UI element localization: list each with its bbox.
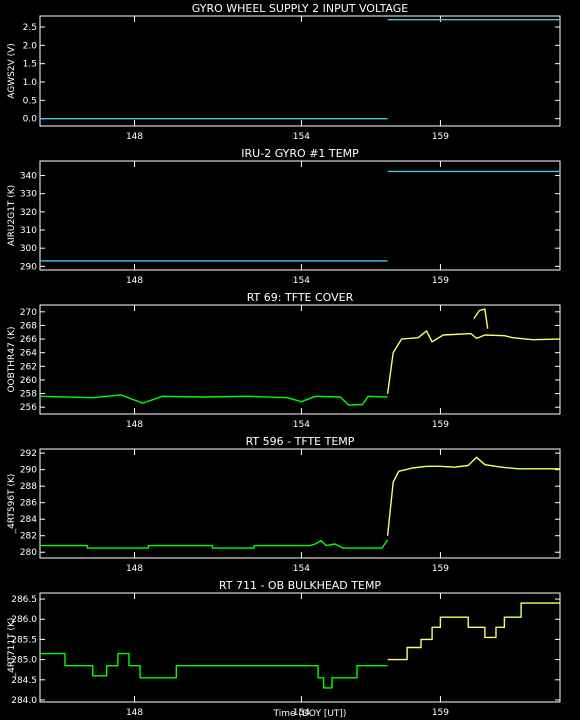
plot-frame: [39, 448, 561, 559]
x-tick-label: 159: [432, 276, 449, 286]
y-tick-label: 264: [20, 349, 37, 359]
series-line-2: [386, 330, 561, 394]
y-axis-label: _4RT596T (K): [7, 474, 17, 535]
y-tick-label: 258: [20, 390, 37, 400]
plot-frame: [39, 15, 561, 127]
y-tick-label: 292: [20, 449, 37, 459]
y-axis-label: AIRU2G1T (K): [7, 185, 17, 246]
chart-title: GYRO WHEEL SUPPLY 2 INPUT VOLTAGE: [192, 2, 409, 15]
y-tick-label: 2.5: [23, 23, 37, 33]
chart-panel-2: IRU-2 GYRO #1 TEMP 290 300 310 320 330 340 148 1…: [7, 147, 561, 286]
x-tick-label: 148: [126, 420, 143, 430]
y-tick-label: 320: [20, 208, 37, 218]
y-tick-label: 284.5: [11, 676, 37, 686]
chart-title: RT 69: TFTE COVER: [247, 291, 354, 304]
x-tick-label: 159: [432, 132, 449, 142]
y-tick-label: 256: [20, 403, 37, 413]
x-tick-label: 154: [293, 564, 310, 574]
series-line-3: [473, 308, 489, 329]
x-axis-label: Time (DOY [UT]): [273, 709, 347, 719]
y-tick-label: 288: [20, 482, 37, 492]
plot-frame: [39, 304, 561, 415]
chart-panel-5: RT 711 - OB BULKHEAD TEMP 284.0 284.5 285.0…: [7, 579, 561, 718]
plot-frame: [39, 160, 561, 271]
y-tick-label: 285.5: [11, 635, 37, 645]
y-axis-label: AGWS2V (V): [7, 43, 17, 99]
y-tick-label: 268: [20, 321, 37, 331]
y-tick-label: 280: [20, 548, 37, 558]
chart-title: IRU-2 GYRO #1 TEMP: [241, 147, 359, 160]
series-line-1: [39, 394, 388, 406]
y-tick-label: 1.0: [23, 78, 38, 88]
y-tick-label: 284.0: [11, 696, 37, 706]
chart-panel-1: GYRO WHEEL SUPPLY 2 INPUT VOLTAGE 0.0 0.5 1…: [7, 2, 561, 142]
y-tick-label: 286.0: [11, 615, 37, 625]
x-tick-label: 148: [126, 564, 143, 574]
x-tick-label: 154: [293, 708, 310, 718]
series-line-2: [387, 602, 560, 661]
y-tick-label: 0.5: [23, 96, 37, 106]
x-tick-label: 148: [126, 276, 143, 286]
y-axis-label: OOBTHR47 (K): [7, 326, 17, 392]
chart-panel-4: RT 596 - TFTE TEMP 280 282 284 286 288 290 292 1…: [7, 435, 561, 574]
x-tick-label: 154: [293, 276, 310, 286]
x-tick-label: 148: [126, 132, 143, 142]
y-tick-label: 260: [20, 376, 37, 386]
x-tick-label: 159: [432, 564, 449, 574]
chart-title: RT 711 - OB BULKHEAD TEMP: [219, 579, 382, 592]
series-line-1: [40, 652, 388, 689]
chart-title: RT 596 - TFTE TEMP: [246, 435, 355, 448]
x-tick-label: 154: [293, 132, 310, 142]
x-tick-label: 148: [126, 708, 143, 718]
y-tick-label: 290: [20, 466, 37, 476]
chart-panel-3: RT 69: TFTE COVER 256 258 260 262 264 266 268 27…: [7, 291, 561, 430]
y-tick-label: 1.5: [23, 60, 37, 70]
y-tick-label: 282: [20, 532, 37, 542]
y-tick-label: 266: [20, 335, 37, 345]
y-tick-label: 285.0: [11, 656, 37, 666]
y-tick-label: 2.0: [23, 41, 38, 51]
x-tick-label: 159: [432, 420, 449, 430]
x-tick-label: 159: [432, 708, 449, 718]
series-line-1: [40, 539, 389, 549]
x-tick-label: 154: [293, 420, 310, 430]
y-tick-label: 262: [20, 362, 37, 372]
y-tick-label: 286.5: [11, 595, 37, 605]
chart-panels: GYRO WHEEL SUPPLY 2 INPUT VOLTAGE 0.0 0.5 1…: [7, 2, 561, 718]
y-tick-label: 0.0: [23, 115, 38, 125]
y-tick-label: 284: [20, 515, 37, 525]
series-line-2: [386, 456, 560, 536]
y-tick-label: 286: [20, 499, 37, 509]
y-tick-label: 290: [20, 262, 37, 272]
y-tick-label: 310: [20, 226, 37, 236]
y-tick-label: 330: [20, 190, 37, 200]
y-tick-label: 340: [20, 172, 37, 182]
y-axis-label: _4RT711T (K): [7, 618, 17, 679]
y-tick-label: 270: [20, 308, 37, 318]
y-tick-label: 300: [20, 244, 37, 254]
plot-frame: [39, 592, 561, 703]
